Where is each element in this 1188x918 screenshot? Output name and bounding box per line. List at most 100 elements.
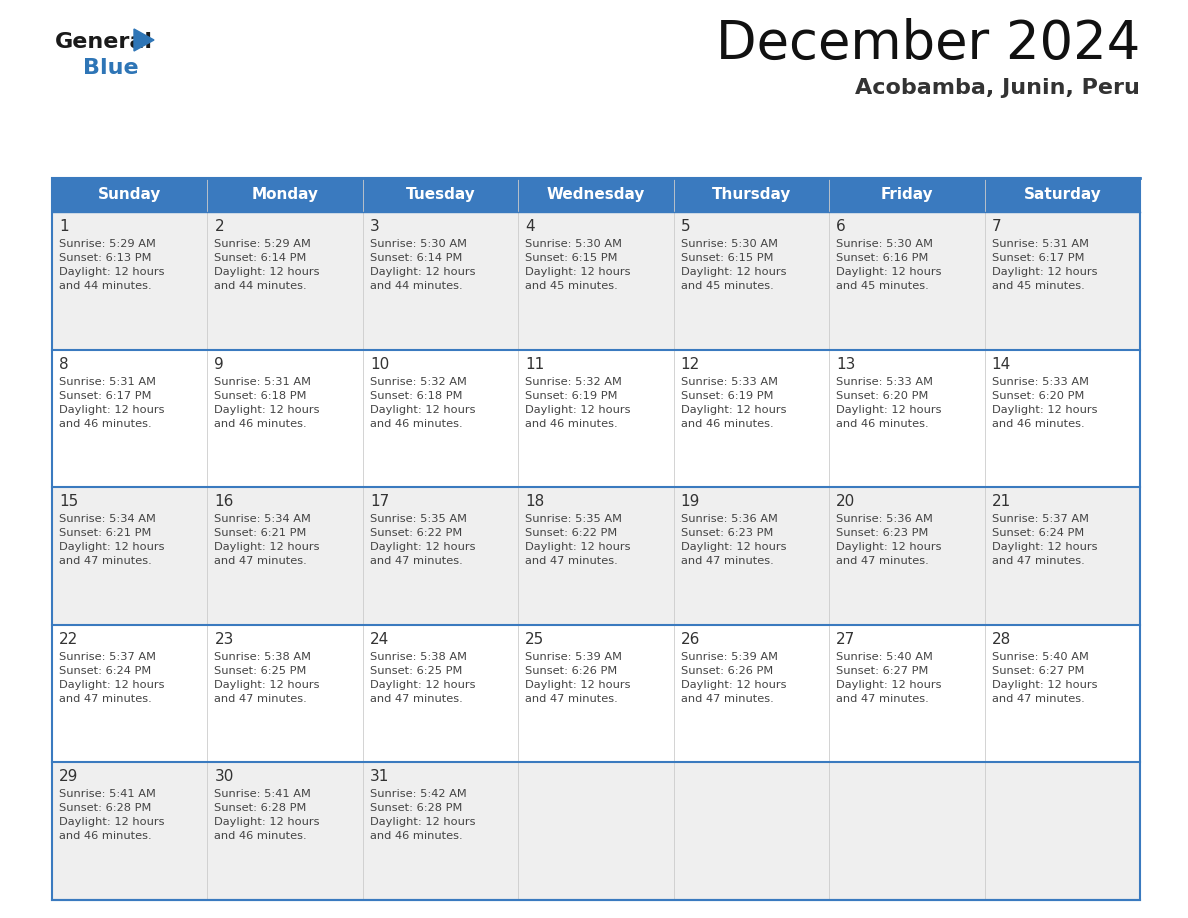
Text: Sunrise: 5:30 AM: Sunrise: 5:30 AM: [681, 239, 778, 249]
Text: Monday: Monday: [252, 187, 318, 203]
Text: Tuesday: Tuesday: [405, 187, 475, 203]
Text: Sunrise: 5:33 AM: Sunrise: 5:33 AM: [992, 376, 1088, 386]
Text: Sunset: 6:24 PM: Sunset: 6:24 PM: [992, 528, 1083, 538]
Bar: [52, 350, 1140, 487]
Text: and 46 minutes.: and 46 minutes.: [525, 419, 618, 429]
Text: Daylight: 12 hours: Daylight: 12 hours: [369, 543, 475, 553]
Text: Sunrise: 5:35 AM: Sunrise: 5:35 AM: [369, 514, 467, 524]
Text: and 45 minutes.: and 45 minutes.: [992, 281, 1085, 291]
Text: and 46 minutes.: and 46 minutes.: [214, 419, 307, 429]
Text: Sunrise: 5:41 AM: Sunrise: 5:41 AM: [214, 789, 311, 800]
Text: 18: 18: [525, 494, 544, 509]
Text: Wednesday: Wednesday: [546, 187, 645, 203]
Text: 23: 23: [214, 632, 234, 647]
Text: 6: 6: [836, 219, 846, 234]
Text: Sunrise: 5:30 AM: Sunrise: 5:30 AM: [836, 239, 933, 249]
Text: 26: 26: [681, 632, 700, 647]
Text: Sunset: 6:22 PM: Sunset: 6:22 PM: [525, 528, 618, 538]
Text: 29: 29: [59, 769, 78, 784]
Text: Sunset: 6:25 PM: Sunset: 6:25 PM: [214, 666, 307, 676]
Text: Thursday: Thursday: [712, 187, 791, 203]
Text: Sunset: 6:28 PM: Sunset: 6:28 PM: [59, 803, 151, 813]
Text: December 2024: December 2024: [715, 18, 1140, 70]
Text: Sunrise: 5:41 AM: Sunrise: 5:41 AM: [59, 789, 156, 800]
Polygon shape: [134, 29, 154, 51]
Text: 11: 11: [525, 356, 544, 372]
Text: and 47 minutes.: and 47 minutes.: [525, 694, 618, 704]
Text: Sunrise: 5:38 AM: Sunrise: 5:38 AM: [369, 652, 467, 662]
Text: and 47 minutes.: and 47 minutes.: [992, 694, 1085, 704]
Text: and 44 minutes.: and 44 minutes.: [214, 281, 307, 291]
Text: and 47 minutes.: and 47 minutes.: [992, 556, 1085, 566]
Text: and 44 minutes.: and 44 minutes.: [369, 281, 462, 291]
Text: Sunset: 6:28 PM: Sunset: 6:28 PM: [214, 803, 307, 813]
Text: Sunset: 6:28 PM: Sunset: 6:28 PM: [369, 803, 462, 813]
Text: 21: 21: [992, 494, 1011, 509]
Text: and 44 minutes.: and 44 minutes.: [59, 281, 152, 291]
Text: Sunrise: 5:40 AM: Sunrise: 5:40 AM: [836, 652, 933, 662]
Text: 4: 4: [525, 219, 535, 234]
Text: Sunrise: 5:30 AM: Sunrise: 5:30 AM: [369, 239, 467, 249]
Text: Daylight: 12 hours: Daylight: 12 hours: [836, 543, 942, 553]
Text: and 46 minutes.: and 46 minutes.: [836, 419, 929, 429]
Text: and 47 minutes.: and 47 minutes.: [836, 694, 929, 704]
Text: Daylight: 12 hours: Daylight: 12 hours: [525, 405, 631, 415]
Text: Sunset: 6:20 PM: Sunset: 6:20 PM: [992, 390, 1083, 400]
Text: 15: 15: [59, 494, 78, 509]
Text: Sunset: 6:26 PM: Sunset: 6:26 PM: [681, 666, 773, 676]
Text: Sunset: 6:23 PM: Sunset: 6:23 PM: [836, 528, 929, 538]
Text: Sunset: 6:18 PM: Sunset: 6:18 PM: [214, 390, 307, 400]
Text: and 47 minutes.: and 47 minutes.: [369, 694, 462, 704]
Text: Sunrise: 5:34 AM: Sunrise: 5:34 AM: [214, 514, 311, 524]
Text: and 45 minutes.: and 45 minutes.: [681, 281, 773, 291]
Text: 20: 20: [836, 494, 855, 509]
Text: Daylight: 12 hours: Daylight: 12 hours: [992, 267, 1097, 277]
Text: and 47 minutes.: and 47 minutes.: [214, 556, 308, 566]
Text: Daylight: 12 hours: Daylight: 12 hours: [214, 817, 320, 827]
Text: 16: 16: [214, 494, 234, 509]
Text: Daylight: 12 hours: Daylight: 12 hours: [59, 267, 164, 277]
Text: 5: 5: [681, 219, 690, 234]
Text: Sunset: 6:19 PM: Sunset: 6:19 PM: [525, 390, 618, 400]
Text: Daylight: 12 hours: Daylight: 12 hours: [681, 543, 786, 553]
Text: Daylight: 12 hours: Daylight: 12 hours: [369, 405, 475, 415]
Text: 13: 13: [836, 356, 855, 372]
Text: Daylight: 12 hours: Daylight: 12 hours: [836, 680, 942, 689]
Text: and 45 minutes.: and 45 minutes.: [836, 281, 929, 291]
Text: and 47 minutes.: and 47 minutes.: [369, 556, 462, 566]
Text: Sunset: 6:25 PM: Sunset: 6:25 PM: [369, 666, 462, 676]
Text: 27: 27: [836, 632, 855, 647]
Text: 19: 19: [681, 494, 700, 509]
Text: Sunset: 6:16 PM: Sunset: 6:16 PM: [836, 253, 929, 263]
Text: 8: 8: [59, 356, 69, 372]
Text: Daylight: 12 hours: Daylight: 12 hours: [836, 267, 942, 277]
Text: Sunrise: 5:37 AM: Sunrise: 5:37 AM: [59, 652, 156, 662]
Bar: [52, 212, 1140, 350]
Text: Sunrise: 5:29 AM: Sunrise: 5:29 AM: [59, 239, 156, 249]
Bar: [52, 487, 1140, 625]
Text: 12: 12: [681, 356, 700, 372]
Bar: [52, 625, 1140, 763]
Text: Sunday: Sunday: [99, 187, 162, 203]
Text: Sunrise: 5:39 AM: Sunrise: 5:39 AM: [525, 652, 623, 662]
Text: Sunset: 6:26 PM: Sunset: 6:26 PM: [525, 666, 618, 676]
Text: Acobamba, Junin, Peru: Acobamba, Junin, Peru: [855, 78, 1140, 98]
Text: Sunset: 6:27 PM: Sunset: 6:27 PM: [992, 666, 1083, 676]
Text: Sunset: 6:18 PM: Sunset: 6:18 PM: [369, 390, 462, 400]
Text: and 46 minutes.: and 46 minutes.: [992, 419, 1085, 429]
Text: Daylight: 12 hours: Daylight: 12 hours: [992, 543, 1097, 553]
Text: Sunrise: 5:33 AM: Sunrise: 5:33 AM: [836, 376, 933, 386]
Text: Sunset: 6:13 PM: Sunset: 6:13 PM: [59, 253, 152, 263]
Text: 14: 14: [992, 356, 1011, 372]
Text: and 45 minutes.: and 45 minutes.: [525, 281, 618, 291]
Text: Daylight: 12 hours: Daylight: 12 hours: [992, 680, 1097, 689]
Text: Sunset: 6:24 PM: Sunset: 6:24 PM: [59, 666, 151, 676]
Text: Daylight: 12 hours: Daylight: 12 hours: [369, 817, 475, 827]
Text: Daylight: 12 hours: Daylight: 12 hours: [525, 680, 631, 689]
Bar: [52, 763, 1140, 900]
Text: Saturday: Saturday: [1023, 187, 1101, 203]
Text: Sunrise: 5:39 AM: Sunrise: 5:39 AM: [681, 652, 778, 662]
Text: and 47 minutes.: and 47 minutes.: [59, 694, 152, 704]
Text: 30: 30: [214, 769, 234, 784]
Text: Sunset: 6:15 PM: Sunset: 6:15 PM: [525, 253, 618, 263]
